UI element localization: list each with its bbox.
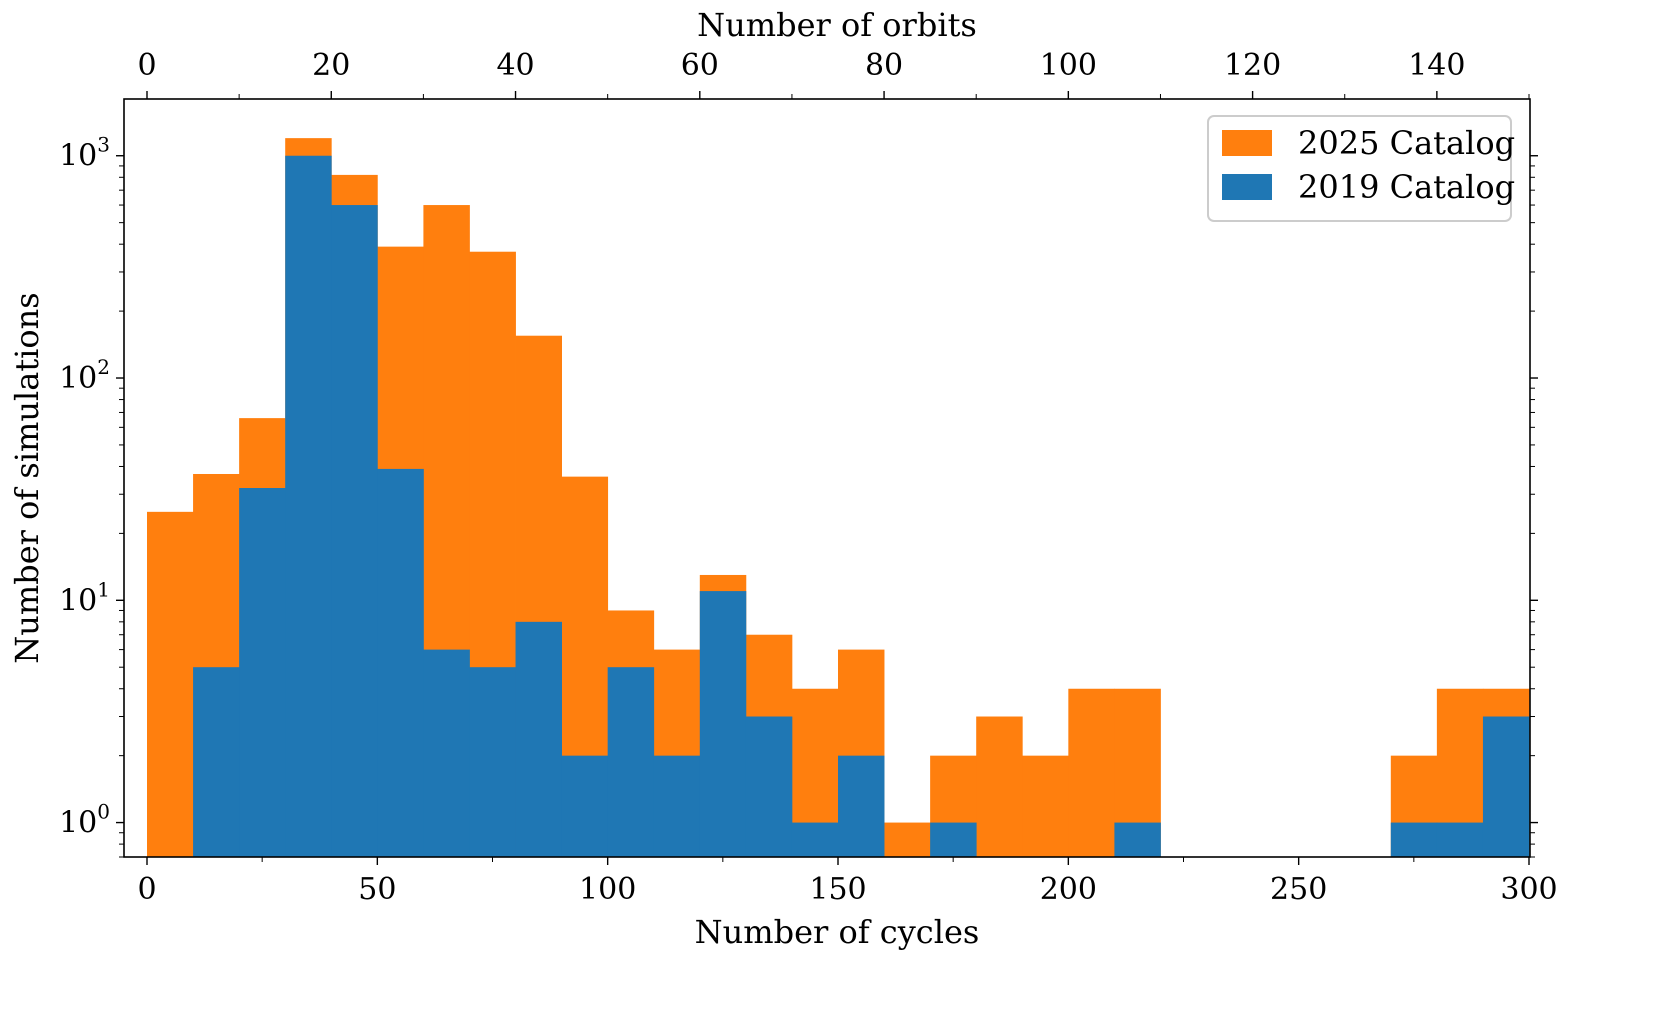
bar-2019-catalog-bin-8 — [515, 621, 562, 857]
bar-2025-catalog-bin-18 — [976, 716, 1023, 857]
bars-layer — [147, 138, 1530, 858]
axes-layer: 0 50 100 150 200 250 300 0 20 40 60 80 100 120 140 100 1… — [59, 48, 1558, 907]
x-tick-label-200: 200 — [1040, 872, 1097, 907]
x-tick-label-50: 50 — [358, 872, 396, 907]
bar-2019-catalog-bin-3 — [285, 155, 332, 857]
top-tick-label-120: 120 — [1224, 48, 1281, 83]
bar-2019-catalog-bin-21 — [1114, 822, 1161, 857]
x-tick-label-100: 100 — [579, 872, 636, 907]
top-axis-title: Number of orbits — [697, 6, 977, 44]
x-tick-label-0: 0 — [137, 872, 156, 907]
bar-2019-catalog-bin-14 — [791, 822, 839, 857]
legend-label-2025: 2025 Catalog — [1298, 124, 1515, 162]
x-axis-title: Number of cycles — [695, 913, 980, 951]
y-axis-title: Number of simulations — [8, 292, 46, 663]
bar-2019-catalog-bin-11 — [653, 755, 701, 857]
plot-frame — [123, 98, 1531, 858]
y-tick-label-1000: 103 — [59, 133, 110, 174]
legend-swatch-2019 — [1222, 174, 1272, 200]
top-tick-label-20: 20 — [312, 48, 350, 83]
y-tick-label-10: 101 — [59, 577, 110, 618]
bar-2019-catalog-bin-12 — [699, 591, 747, 857]
top-tick-label-0: 0 — [137, 48, 156, 83]
bar-2025-catalog-bin-19 — [1022, 755, 1069, 857]
y-tick-label-1: 100 — [59, 800, 110, 841]
bar-2019-catalog-bin-6 — [423, 649, 470, 857]
legend-label-2019: 2019 Catalog — [1298, 168, 1515, 206]
legend-swatch-2025 — [1222, 130, 1272, 156]
bar-2019-catalog-bin-1 — [193, 667, 240, 857]
bar-2025-catalog-bin-20 — [1068, 688, 1115, 857]
bar-2019-catalog-bin-29 — [1482, 716, 1530, 857]
legend: 2025 Catalog 2019 Catalog — [1207, 115, 1515, 222]
bar-2019-catalog-bin-7 — [469, 667, 516, 857]
top-tick-label-140: 140 — [1408, 48, 1465, 83]
x-tick-label-300: 300 — [1500, 872, 1557, 907]
bar-2019-catalog-bin-4 — [331, 205, 378, 857]
top-tick-label-40: 40 — [496, 48, 534, 83]
legend-box — [1207, 115, 1512, 222]
bar-2019-catalog-bin-2 — [239, 488, 286, 857]
bar-2019-catalog-bin-9 — [561, 755, 609, 857]
top-tick-label-80: 80 — [865, 48, 903, 83]
x-tick-label-150: 150 — [809, 872, 866, 907]
bar-2019-catalog-bin-5 — [377, 468, 424, 857]
top-tick-label-100: 100 — [1040, 48, 1097, 83]
bar-2019-catalog-bin-17 — [930, 822, 977, 857]
x-tick-label-250: 250 — [1270, 872, 1327, 907]
top-tick-label-60: 60 — [681, 48, 719, 83]
bar-2025-catalog-bin-0 — [147, 511, 194, 857]
y-tick-label-100: 102 — [59, 355, 110, 396]
bar-2019-catalog-bin-27 — [1390, 822, 1438, 857]
bar-2019-catalog-bin-15 — [838, 755, 885, 857]
bar-2019-catalog-bin-10 — [607, 667, 655, 857]
bar-2019-catalog-bin-28 — [1436, 822, 1484, 857]
bar-2025-catalog-bin-16 — [884, 822, 931, 857]
bar-2019-catalog-bin-13 — [745, 716, 793, 857]
